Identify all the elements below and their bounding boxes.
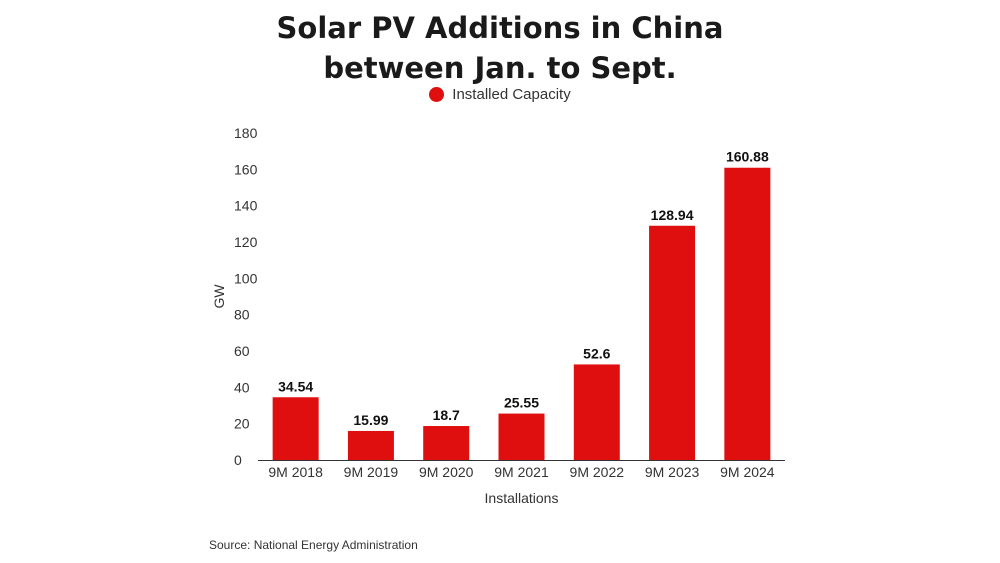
- source-note: Source: National Energy Administration: [209, 538, 418, 552]
- bar: [272, 397, 319, 460]
- y-tick-label: 140: [234, 198, 258, 214]
- data-label: 160.88: [726, 149, 769, 165]
- chart-title: Solar PV Additions in China between Jan.…: [0, 8, 1000, 88]
- chart-title-line-1: Solar PV Additions in China: [276, 11, 724, 45]
- data-label: 25.55: [504, 395, 539, 411]
- bar: [724, 167, 771, 460]
- data-label: 52.6: [583, 345, 610, 361]
- x-tick-label: 9M 2022: [570, 464, 625, 480]
- data-label: 15.99: [353, 412, 388, 428]
- bar: [573, 364, 620, 460]
- bar: [347, 430, 394, 460]
- legend-swatch: [429, 87, 445, 102]
- x-tick-label: 9M 2018: [268, 464, 323, 480]
- data-label: 34.54: [278, 378, 313, 394]
- x-axis-label: Installations: [485, 490, 559, 506]
- data-label: 128.94: [651, 207, 694, 223]
- x-tick-label: 9M 2019: [344, 464, 399, 480]
- data-label: 18.7: [433, 407, 460, 423]
- bar: [423, 426, 470, 460]
- y-axis-label: GW: [211, 284, 227, 309]
- chart-legend: Installed Capacity: [0, 86, 1000, 103]
- y-tick-label: 120: [234, 234, 258, 250]
- y-tick-label: 20: [234, 416, 250, 432]
- y-tick-label: 40: [234, 379, 250, 395]
- bar: [498, 413, 545, 460]
- chart-title-line-2: between Jan. to Sept.: [323, 51, 677, 85]
- y-tick-label: 80: [234, 307, 250, 323]
- x-tick-label: 9M 2021: [494, 464, 549, 480]
- legend-label: Installed Capacity: [452, 86, 571, 103]
- y-tick-label: 160: [234, 161, 258, 177]
- x-tick-label: 9M 2023: [645, 464, 700, 480]
- bar: [649, 225, 696, 460]
- x-tick-label: 9M 2020: [419, 464, 474, 480]
- x-tick-label: 9M 2024: [720, 464, 775, 480]
- y-tick-label: 0: [234, 452, 242, 468]
- y-tick-label: 60: [234, 343, 250, 359]
- y-tick-label: 100: [234, 270, 258, 286]
- y-tick-label: 180: [234, 125, 258, 141]
